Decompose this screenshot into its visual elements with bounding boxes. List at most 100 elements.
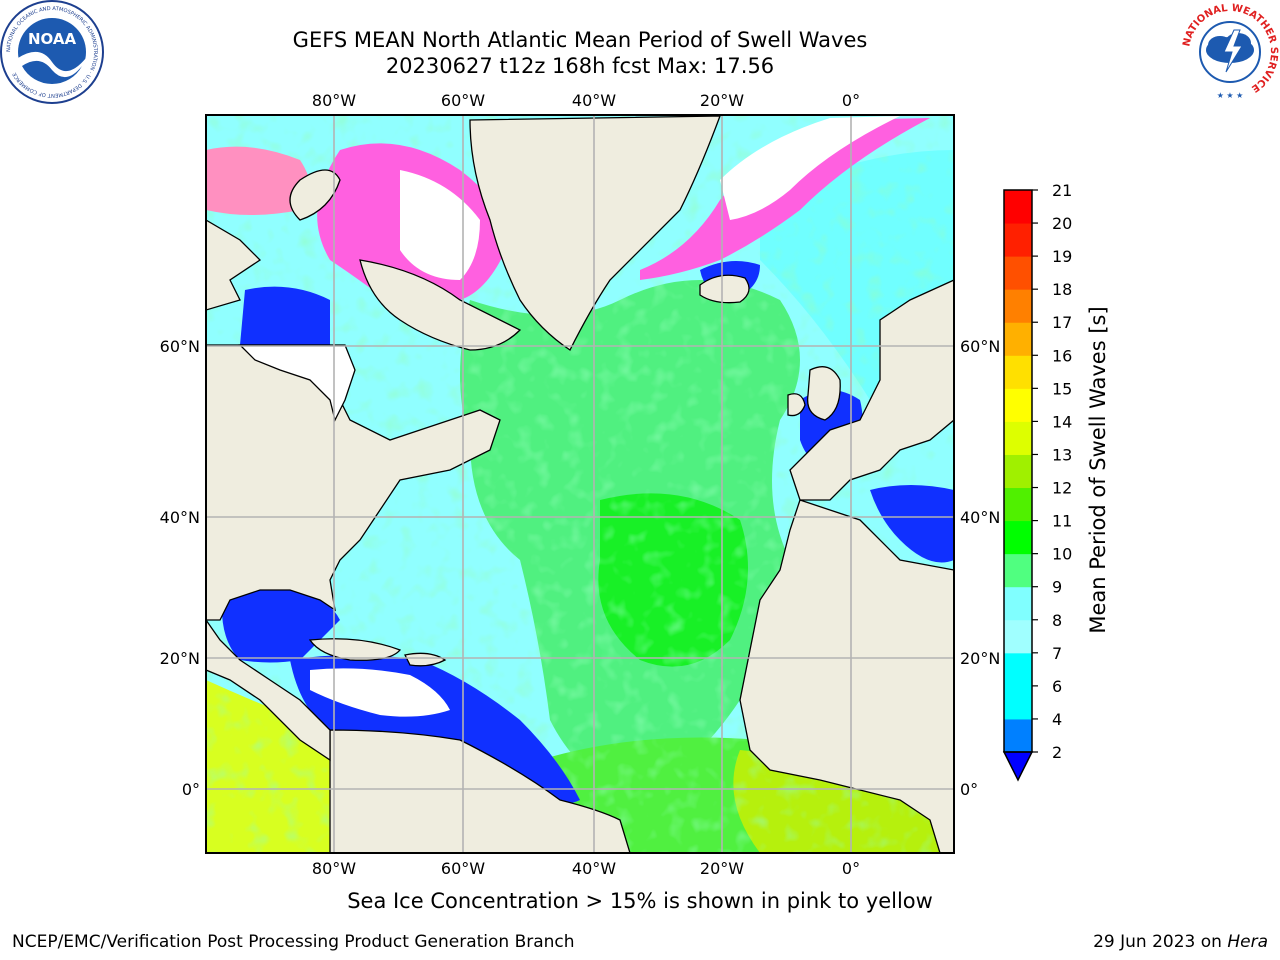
colorbar-tick-label: 17	[1052, 313, 1072, 332]
land-hispaniola	[404, 652, 447, 667]
colorbar-tick-label: 9	[1052, 578, 1062, 597]
land-ireland	[787, 393, 806, 417]
lat-label-right: 60°N	[960, 337, 1000, 356]
colorbar-tick-label: 4	[1052, 710, 1062, 729]
lon-label-top: 20°W	[700, 91, 744, 110]
colorbar-tick-label: 14	[1052, 412, 1072, 431]
colorbar-segment	[1004, 190, 1032, 224]
lon-label-bottom: 40°W	[572, 859, 616, 878]
colorbar-tick-label: 20	[1052, 214, 1072, 233]
map-frame	[205, 114, 955, 854]
mediterranean-low-period	[870, 485, 954, 563]
land-iberia-africa	[739, 499, 954, 853]
lon-label-top: 40°W	[572, 91, 616, 110]
lat-label-right: 0°	[960, 780, 978, 799]
land-north-america	[206, 344, 501, 621]
colorbar-segment	[1004, 256, 1032, 290]
colorbar-tick-label: 19	[1052, 247, 1072, 266]
colorbar-tick-label: 10	[1052, 545, 1072, 564]
svg-text:★ ★ ★: ★ ★ ★	[1217, 91, 1244, 100]
colorbar-tick-label: 16	[1052, 346, 1072, 365]
colorbar-segment	[1004, 553, 1032, 588]
colorbar-segment	[1004, 685, 1032, 720]
land-europe	[789, 115, 954, 501]
colorbar-segment	[1004, 619, 1032, 654]
land-labrador	[359, 259, 522, 351]
lat-label-left: 0°	[182, 780, 200, 799]
colorbar-segment	[1004, 223, 1032, 257]
colorbar-segment	[1004, 421, 1032, 455]
colorbar-extend-triangle	[1002, 751, 1034, 782]
colorbar-segment	[1004, 388, 1032, 422]
colorbar: 2 4 6 7 8 9 10 11 12 13 14 15 16 17 18 19 20 21 Mean Peri…	[1002, 181, 1110, 782]
masked-hudson-bay	[238, 344, 356, 422]
sea-ice-baffin-white	[400, 170, 480, 280]
colorbar-tick-label: 6	[1052, 677, 1062, 696]
chart-title: GEFS MEAN North Atlantic Mean Period of …	[292, 28, 868, 52]
gulf-of-mexico-low-period	[221, 588, 340, 663]
land-baffin-island	[289, 169, 341, 221]
lon-label-bottom: 80°W	[312, 859, 356, 878]
land-central-america	[206, 618, 331, 762]
sea-ice-note: Sea Ice Concentration > 15% is shown in …	[347, 889, 933, 913]
lon-label-top: 0°	[842, 91, 860, 110]
sea-ice-greenland-east	[640, 118, 930, 280]
colorbar-segment	[1004, 355, 1032, 389]
lat-label-right: 20°N	[960, 649, 1000, 668]
lon-label-bottom: 20°W	[700, 859, 744, 878]
footer-machine: Hera	[1227, 932, 1268, 952]
land-greenland	[469, 115, 721, 351]
colorbar-segment	[1004, 454, 1032, 489]
lon-labels-bottom: 80°W 60°W 40°W 20°W 0°	[312, 859, 860, 878]
lat-labels-left: 60°N 40°N 20°N 0°	[160, 337, 200, 799]
colorbar-segment	[1004, 289, 1032, 323]
colorbar-tick-label: 11	[1052, 512, 1072, 531]
noaa-logo-text: NOAA	[28, 30, 77, 48]
lon-label-bottom: 60°W	[441, 859, 485, 878]
colorbar-segments	[1004, 190, 1032, 753]
colorbar-tick-label: 2	[1052, 743, 1062, 762]
colorbar-segment	[1004, 586, 1032, 621]
lat-labels-right: 60°N 40°N 20°N 0°	[960, 337, 1000, 799]
colorbar-tick-label: 8	[1052, 611, 1062, 630]
footer-date-text: 29 Jun 2023 on	[1093, 932, 1228, 952]
sea-ice-greenland-east-white	[720, 116, 900, 220]
land-canada-north	[206, 219, 262, 311]
colorbar-tick-label: 7	[1052, 644, 1062, 663]
land-masses	[206, 115, 954, 853]
hudson-bay-low-period	[240, 286, 330, 345]
lat-label-left: 40°N	[160, 508, 200, 527]
colorbar-segment	[1004, 322, 1032, 356]
colorbar-tick-label: 15	[1052, 379, 1072, 398]
colorbar-tick-label: 12	[1052, 479, 1072, 498]
sea-ice-arctic-archipelago	[206, 146, 310, 215]
land-cuba	[308, 638, 402, 661]
colorbar-segment	[1004, 652, 1032, 687]
colorbar-segment	[1004, 718, 1032, 753]
lat-label-left: 60°N	[160, 337, 200, 356]
lon-label-top: 60°W	[441, 91, 485, 110]
lat-label-left: 20°N	[160, 649, 200, 668]
nws-logo: NATIONAL WEATHER SERVICE ★ ★ ★	[1181, 3, 1279, 100]
colorbar-segment	[1004, 487, 1032, 522]
colorbar-segment	[1004, 520, 1032, 555]
noaa-logo: NATIONAL OCEANIC AND ATMOSPHERIC ADMINIS…	[0, 0, 104, 104]
map-area	[206, 115, 954, 853]
lat-label-right: 40°N	[960, 508, 1000, 527]
land-south-america	[329, 729, 631, 853]
colorbar-tick-label: 13	[1052, 445, 1072, 464]
colorbar-frame	[1003, 189, 1033, 753]
colorbar-title: Mean Period of Swell Waves [s]	[1086, 306, 1110, 633]
chart-subtitle: 20230627 t12z 168h fcst Max: 17.56	[385, 54, 775, 78]
colorbar-ticks: 2 4 6 7 8 9 10 11 12 13 14 15 16 17 18 19 20 21	[1032, 181, 1072, 762]
lon-label-bottom: 0°	[842, 859, 860, 878]
masked-caribbean	[310, 668, 450, 717]
footer-date: 29 Jun 2023 on Hera	[1093, 932, 1268, 952]
colorbar-tick-label: 21	[1052, 181, 1072, 200]
graticule	[206, 115, 954, 853]
lon-label-top: 80°W	[312, 91, 356, 110]
colorbar-tick-label: 18	[1052, 280, 1072, 299]
footer-credit: NCEP/EMC/Verification Post Processing Pr…	[12, 932, 575, 952]
land-british-isles	[806, 366, 841, 421]
